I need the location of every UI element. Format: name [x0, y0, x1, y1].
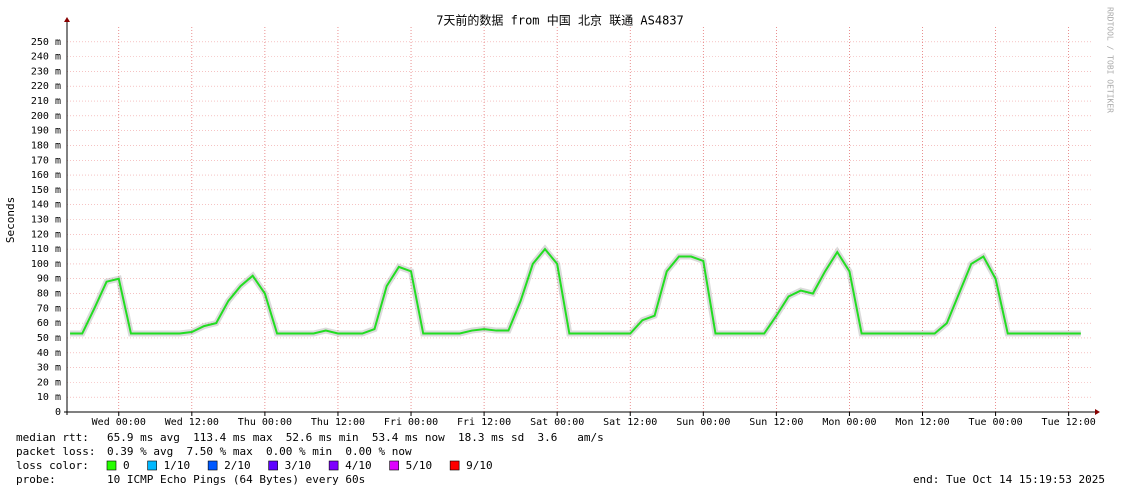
x-tick-label: Thu 12:00	[311, 417, 365, 428]
stats-text: 65.9 ms avg 113.4 ms max 52.6 ms min 53.…	[107, 431, 604, 444]
axis-arrow	[1095, 409, 1100, 415]
stats-label: packet loss:	[16, 445, 95, 458]
legend-swatch	[449, 460, 460, 471]
y-tick-label: 40 m	[37, 348, 61, 359]
y-tick-label: 120 m	[31, 229, 61, 240]
legend-entry: 1/10	[164, 459, 191, 472]
y-tick-label: 250 m	[31, 37, 61, 48]
stats-label: median rtt:	[16, 431, 89, 444]
legend-entry: 2/10	[224, 459, 251, 472]
y-tick-label: 160 m	[31, 170, 61, 181]
legend-swatch	[268, 460, 278, 471]
legend-swatch	[207, 460, 218, 471]
y-tick-label: 80 m	[37, 289, 61, 300]
y-tick-label: 20 m	[37, 377, 61, 388]
y-tick-label: 210 m	[31, 96, 61, 107]
axis-arrow	[64, 17, 70, 22]
legend-entry: 4/10	[345, 459, 372, 472]
y-tick-label: 70 m	[37, 303, 61, 314]
loss-label: loss color:	[16, 459, 89, 472]
legend-entry: 0	[123, 459, 130, 472]
x-tick-label: Tue 00:00	[968, 417, 1022, 428]
y-tick-label: 220 m	[31, 81, 61, 92]
median-line	[70, 247, 1081, 335]
end-text: end: Tue Oct 14 15:19:53 2025	[913, 473, 1105, 486]
legend-swatch	[389, 460, 399, 471]
y-tick-label: 180 m	[31, 140, 61, 151]
x-tick-label: Sat 00:00	[530, 417, 584, 428]
y-tick-label: 240 m	[31, 52, 61, 63]
y-tick-label: 10 m	[37, 392, 61, 403]
x-tick-label: Wed 00:00	[92, 417, 146, 428]
x-tick-label: Thu 00:00	[238, 417, 292, 428]
chart-title: 7天前的数据 from 中国 北京 联通 AS4837	[436, 13, 684, 28]
x-tick-label: Fri 00:00	[384, 417, 438, 428]
x-tick-label: Fri 12:00	[457, 417, 511, 428]
y-tick-label: 230 m	[31, 66, 61, 77]
side-text: RRDTOOL / TOBI OETIKER	[1106, 7, 1115, 113]
y-tick-label: 150 m	[31, 185, 61, 196]
x-tick-label: Sun 00:00	[676, 417, 730, 428]
x-tick-label: Mon 12:00	[895, 417, 949, 428]
legend-entry: 9/10	[466, 459, 493, 472]
x-tick-label: Tue 12:00	[1042, 417, 1096, 428]
probe-label: probe:	[16, 473, 56, 486]
y-tick-label: 60 m	[37, 318, 61, 329]
legend-swatch	[106, 460, 117, 471]
legend-swatch	[328, 460, 339, 471]
y-tick-label: 30 m	[37, 363, 61, 374]
y-tick-label: 200 m	[31, 111, 61, 122]
y-tick-label: 190 m	[31, 126, 61, 137]
x-tick-label: Wed 12:00	[165, 417, 219, 428]
y-tick-label: 90 m	[37, 274, 61, 285]
legend-entry: 5/10	[406, 459, 433, 472]
x-tick-label: Sat 12:00	[603, 417, 657, 428]
y-tick-label: 170 m	[31, 155, 61, 166]
stats-text: 0.39 % avg 7.50 % max 0.00 % min 0.00 % …	[107, 445, 412, 458]
x-tick-label: Sun 12:00	[749, 417, 803, 428]
y-tick-label: 140 m	[31, 200, 61, 211]
y-tick-label: 110 m	[31, 244, 61, 255]
x-tick-label: Mon 00:00	[822, 417, 876, 428]
y-tick-label: 50 m	[37, 333, 61, 344]
y-tick-label: 0	[55, 407, 61, 418]
legend-entry: 3/10	[285, 459, 312, 472]
y-axis-label: Seconds	[4, 197, 17, 243]
probe-text: 10 ICMP Echo Pings (64 Bytes) every 60s	[107, 473, 365, 486]
y-tick-label: 100 m	[31, 259, 61, 270]
legend-swatch	[147, 460, 157, 471]
y-tick-label: 130 m	[31, 215, 61, 226]
